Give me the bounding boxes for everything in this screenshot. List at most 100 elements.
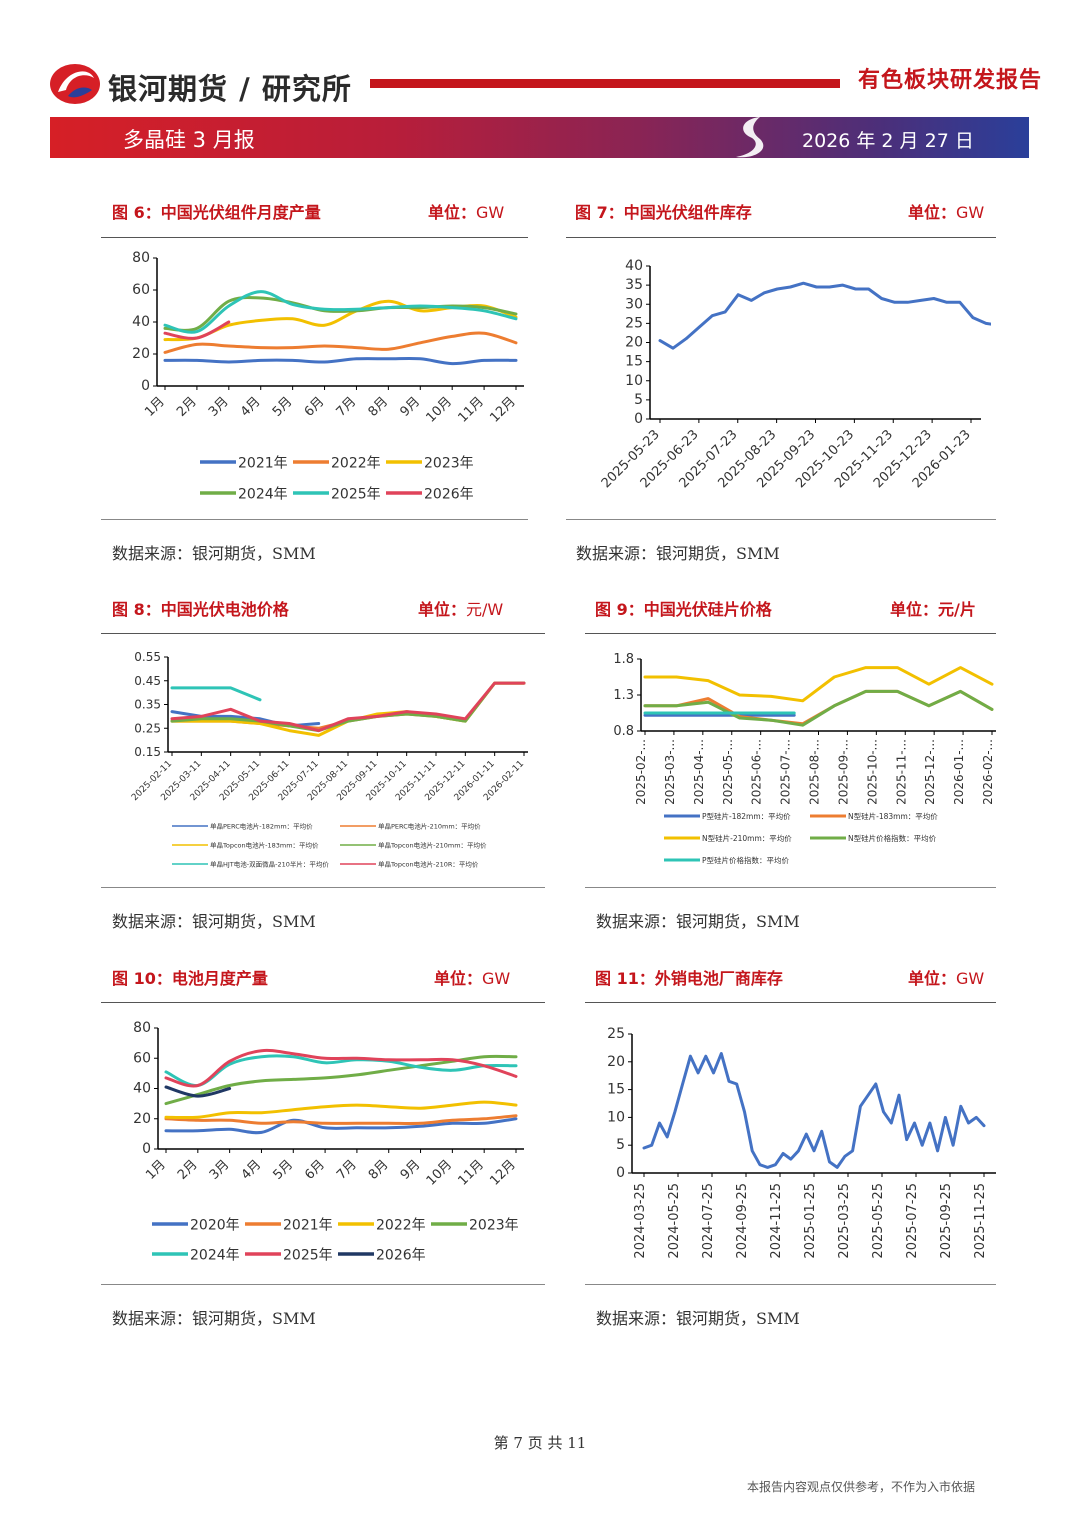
- x-tick-label: 2月: [175, 1157, 201, 1183]
- y-tick-label: 5: [634, 392, 643, 408]
- figure-9-unit-value: 元/片: [938, 600, 976, 619]
- figure-7-source: 数据来源：银河期货，SMM: [576, 544, 780, 563]
- legend-label: 2021年: [283, 1217, 333, 1233]
- figure-9-source: 数据来源：银河期货，SMM: [596, 912, 800, 931]
- legend-label: 2025年: [331, 486, 381, 502]
- chart-1-svg: 05101520253035402025-05-232025-06-232025…: [599, 258, 991, 491]
- y-tick-label: 15: [625, 354, 643, 370]
- series-line-2020年: [164, 1117, 518, 1135]
- x-tick-label: 2025-02-...: [634, 739, 648, 805]
- y-tick-label: 80: [133, 1020, 151, 1036]
- figure-6-bottom-rule: [101, 519, 528, 520]
- legend-label: 2025年: [283, 1247, 333, 1263]
- figure-7-title: 图 7：中国光伏组件库存: [575, 203, 752, 222]
- figure-11-top-rule: [585, 1002, 996, 1003]
- legend-label: N型硅片-183mm：平均价: [848, 811, 938, 821]
- legend-label: N型硅片价格指数：平均价: [848, 833, 937, 843]
- report-date: 2026 年 2 月 27 日: [802, 130, 974, 152]
- figure-10-source: 数据来源：银河期货，SMM: [112, 1309, 316, 1328]
- x-tick-label: 2024-11-25: [769, 1183, 784, 1259]
- x-tick-label: 2025-03-25: [837, 1183, 852, 1259]
- y-tick-label: 0.45: [134, 674, 161, 688]
- y-tick-label: 15: [607, 1082, 625, 1098]
- figure-10-bottom-rule: [101, 1284, 545, 1285]
- x-tick-label: 6月: [302, 394, 328, 420]
- y-tick-label: 5: [616, 1137, 625, 1153]
- figure-10-title: 图 10：电池月度产量: [112, 969, 268, 988]
- y-tick-label: 0: [142, 1141, 151, 1157]
- x-tick-label: 1月: [142, 394, 168, 420]
- series-line-2024年: [163, 296, 518, 332]
- legend-label: 2024年: [190, 1247, 240, 1263]
- brand-divider: /: [239, 72, 251, 106]
- legend-label: 2026年: [376, 1247, 426, 1263]
- page-number: 第 7 页 共 11: [493, 1434, 587, 1452]
- brand-logo-icon: [48, 62, 102, 106]
- figure-11-bottom-rule: [585, 1284, 996, 1285]
- figure-7-unit: 单位：GW: [908, 199, 984, 223]
- x-tick-label: 5月: [270, 1157, 296, 1183]
- banner-swoosh-icon: [730, 113, 774, 161]
- series-line-单晶Topcon电池片-210R：平均价: [170, 681, 526, 733]
- legend-label: P型硅片价格指数：平均价: [702, 855, 790, 865]
- x-tick-label: 2026-01-...: [952, 739, 966, 805]
- legend-label: N型硅片-210mm：平均价: [702, 833, 792, 843]
- y-tick-label: 40: [625, 258, 643, 274]
- y-tick-label: 40: [133, 1081, 151, 1097]
- x-tick-label: 9月: [397, 394, 423, 420]
- y-tick-label: 40: [132, 314, 150, 330]
- x-tick-label: 2025-11-...: [894, 739, 908, 805]
- legend-label: P型硅片-182mm：平均价: [702, 811, 791, 821]
- y-tick-label: 10: [625, 373, 643, 389]
- x-tick-label: 7月: [334, 394, 360, 420]
- x-tick-label: 2025-07-...: [779, 739, 793, 805]
- legend-label: 单晶Topcon电池片-183mm：平均价: [210, 840, 319, 849]
- x-tick-label: 12月: [487, 1157, 518, 1188]
- chart-5-svg: 0 5 10 15 20 25 2024-03-25 2024-05-25 2024-07-25…: [607, 1026, 996, 1259]
- figure-8-bottom-rule: [101, 887, 545, 888]
- y-tick-label: 0.15: [134, 745, 161, 759]
- y-tick-label: 10: [607, 1109, 625, 1125]
- x-tick-label: 2025-09-...: [836, 739, 850, 805]
- figure-8-top-rule: [101, 633, 545, 634]
- y-tick-label: 30: [625, 296, 643, 312]
- y-tick-label: 0: [616, 1165, 625, 1181]
- y-tick-label: 60: [133, 1050, 151, 1066]
- figure-6-source: 数据来源：银河期货，SMM: [112, 544, 316, 563]
- figure-10-unit-value: GW: [482, 969, 511, 988]
- chart-4-svg: 0 20 40 60 80 1月 2月 3月 4月 5月 6月 7月 8月 9月 10月 11月 12月 2020…: [133, 1020, 524, 1263]
- x-tick-label: 6月: [302, 1157, 328, 1183]
- x-tick-label: 2025-11-25: [973, 1183, 988, 1259]
- x-tick-label: 3月: [206, 394, 232, 420]
- x-tick-label: 10月: [424, 394, 455, 425]
- y-tick-label: 20: [625, 335, 643, 351]
- x-tick-label: 2025-06-...: [750, 739, 764, 805]
- chart-2-svg: 0.150.250.350.450.552025-02-112025-03-11…: [130, 650, 528, 868]
- figure-11-unit-label: 单位：: [908, 969, 957, 988]
- x-tick-label: 11月: [455, 394, 486, 425]
- figure-9-top-rule: [585, 633, 996, 634]
- figure-9-title: 图 9：中国光伏硅片价格: [595, 600, 772, 619]
- brand-name: 银河期货 / 研究所: [108, 66, 352, 108]
- legend-label: 单晶Topcon电池片-210R：平均价: [378, 859, 479, 868]
- y-tick-label: 1.3: [613, 688, 634, 703]
- y-tick-label: 80: [132, 250, 150, 266]
- figure-11-source: 数据来源：银河期货，SMM: [596, 1309, 800, 1328]
- x-tick-label: 12月: [487, 394, 518, 425]
- y-tick-label: 0.55: [134, 650, 161, 664]
- chart-3-svg: 0.8 1.3 1.8 2025-02-... 2025-03-... 2025-04-.…: [613, 652, 996, 865]
- figure-6-unit-value: GW: [476, 203, 505, 222]
- series-line-2023年: [164, 1054, 518, 1106]
- figure-8-unit: 单位：元/W: [418, 596, 503, 620]
- figure-8-chart: 0.15 0.25 0.35 0.45 0.55 2025-02-11 2025-03-11…: [110, 639, 542, 883]
- x-tick-label: 2025-04-...: [692, 739, 706, 805]
- series-line-单晶HJT电池-双面微晶-210半片：平均价: [170, 686, 262, 702]
- x-tick-label: 2025-05-25: [871, 1183, 886, 1259]
- series-line-2021年: [164, 1114, 518, 1126]
- legend-label: 2021年: [238, 455, 288, 471]
- x-tick-label: 8月: [366, 394, 392, 420]
- title-banner: [50, 117, 1029, 158]
- x-tick-label: 4月: [238, 394, 264, 420]
- series-line-单晶Topcon电池片-210mm：平均价: [170, 681, 526, 733]
- legend-label: 单晶PERC电池片-210mm：平均价: [378, 821, 481, 830]
